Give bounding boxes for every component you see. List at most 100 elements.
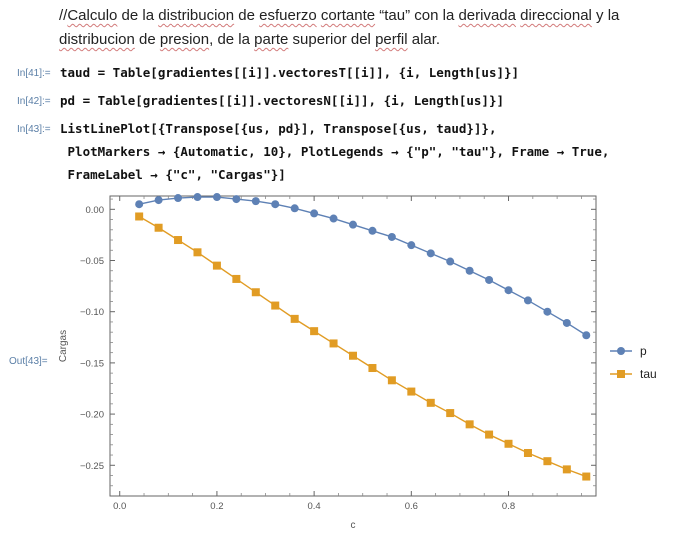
text-word: distribucion [158,7,235,24]
data-point-p [349,220,357,229]
data-point-tau [212,261,221,270]
data-point-tau [387,376,396,385]
data-point-p [407,241,416,250]
data-point-p [310,209,319,218]
text-word: parte [254,31,289,48]
axis-ticks: 0.0 0.2 0.4 0.6 0.8 0.00 −0.05 −0.10 −0.15 −0.20 −… [80,196,596,512]
text-prefix: // [59,7,68,24]
chart-legend: p tau [610,344,657,381]
data-point-p [329,214,338,223]
code-cell-42[interactable]: pd = Table[gradientes[[i]].vectoresN[[i]… [60,93,505,108]
code-cell-41[interactable]: taud = Table[gradientes[[i]].vectoresT[[… [60,65,520,80]
legend-marker-tau [617,370,625,378]
code-cell-43-line-2[interactable]: PlotMarkers → {Automatic, 10}, PlotLegen… [60,144,610,159]
data-point-p [174,194,183,203]
data-point-tau [562,465,571,474]
text-cell-line-2: distribucion de presion, de la parte sup… [59,28,669,52]
x-tick-label: 0.4 [308,501,321,512]
data-point-tau [504,439,513,448]
data-point-p [504,286,513,295]
data-point-p [154,196,163,205]
text-word: de [234,7,260,24]
text-word: , de la [209,31,255,48]
output-label-43: Out[43]= [9,356,48,367]
chart-series [135,193,591,481]
data-point-p [562,318,571,327]
text-word: direccional [520,7,592,24]
text-word: superior del [288,31,376,48]
y-tick-label: −0.05 [80,256,104,267]
data-point-tau [368,364,377,373]
text-word: de la [117,7,159,24]
plot-frame [109,195,597,497]
notebook-text-cell[interactable]: //Calculo de la distribucion de esfuerzo… [59,4,669,52]
y-axis-label: Cargas [58,330,69,362]
x-tick-label: 0.8 [502,501,515,512]
code-cell-43-line-1[interactable]: ListLinePlot[{Transpose[{us, pd}], Trans… [60,121,497,136]
data-point-p [523,296,532,305]
input-label-42: In[42]:= [17,96,51,107]
data-point-tau [485,430,494,439]
data-point-tau [446,409,455,418]
data-point-p [271,200,280,209]
text-word: distribucion [59,31,135,48]
text-word: presion [159,31,210,48]
data-point-p [465,266,474,275]
text-cell-line-1: //Calculo de la distribucion de esfuerzo… [59,4,669,28]
text-word: Calculo [67,7,118,24]
x-axis-label: c [351,520,356,531]
text-word: esfuerzo [259,7,317,24]
data-point-tau [310,327,319,336]
data-point-tau [251,288,260,297]
text-word: alar. [407,31,441,48]
data-point-tau [465,420,474,429]
data-point-p [543,307,552,316]
data-point-p [368,226,377,235]
data-point-p [485,275,494,284]
data-point-p [193,193,202,202]
series-line-p [139,196,587,336]
text-word: derivada [458,7,516,24]
data-point-tau [135,212,144,221]
legend-label-p: p [640,344,647,358]
data-point-tau [154,223,163,232]
data-point-p [232,195,241,204]
data-point-tau [523,448,532,457]
data-point-p [212,193,221,202]
y-tick-label: −0.15 [80,358,104,369]
text-word: de [134,31,160,48]
data-point-tau [349,351,357,360]
text-word: y la [591,7,620,24]
input-label-41: In[41]:= [17,68,51,79]
data-point-tau [174,236,183,245]
text-word: perfil [375,31,408,48]
data-point-tau [193,248,202,257]
y-tick-label: 0.00 [86,205,105,216]
data-point-tau [543,457,552,466]
text-word: cortante [320,7,376,24]
data-point-p [251,197,260,206]
legend-label-tau: tau [640,367,657,381]
data-point-p [426,249,435,258]
data-point-p [387,232,396,241]
x-tick-label: 0.6 [405,501,418,512]
series-line-tau [138,215,587,478]
legend-marker-p [617,347,625,355]
data-point-tau [426,398,435,407]
data-point-p [290,204,299,213]
data-point-p [582,331,591,340]
code-cell-43-line-3[interactable]: FrameLabel → {"c", "Cargas"}] [60,167,286,182]
y-tick-label: −0.20 [80,410,104,421]
data-point-tau [271,301,280,310]
data-point-tau [290,314,299,323]
data-point-tau [582,472,591,481]
x-tick-label: 0.0 [113,501,126,512]
y-tick-label: −0.25 [80,461,104,472]
data-point-p [446,257,455,266]
data-point-tau [329,339,338,348]
input-label-43: In[43]:= [17,124,51,135]
data-point-tau [232,274,241,283]
y-tick-label: −0.10 [80,307,104,318]
text-word: “tau” con la [375,7,459,24]
